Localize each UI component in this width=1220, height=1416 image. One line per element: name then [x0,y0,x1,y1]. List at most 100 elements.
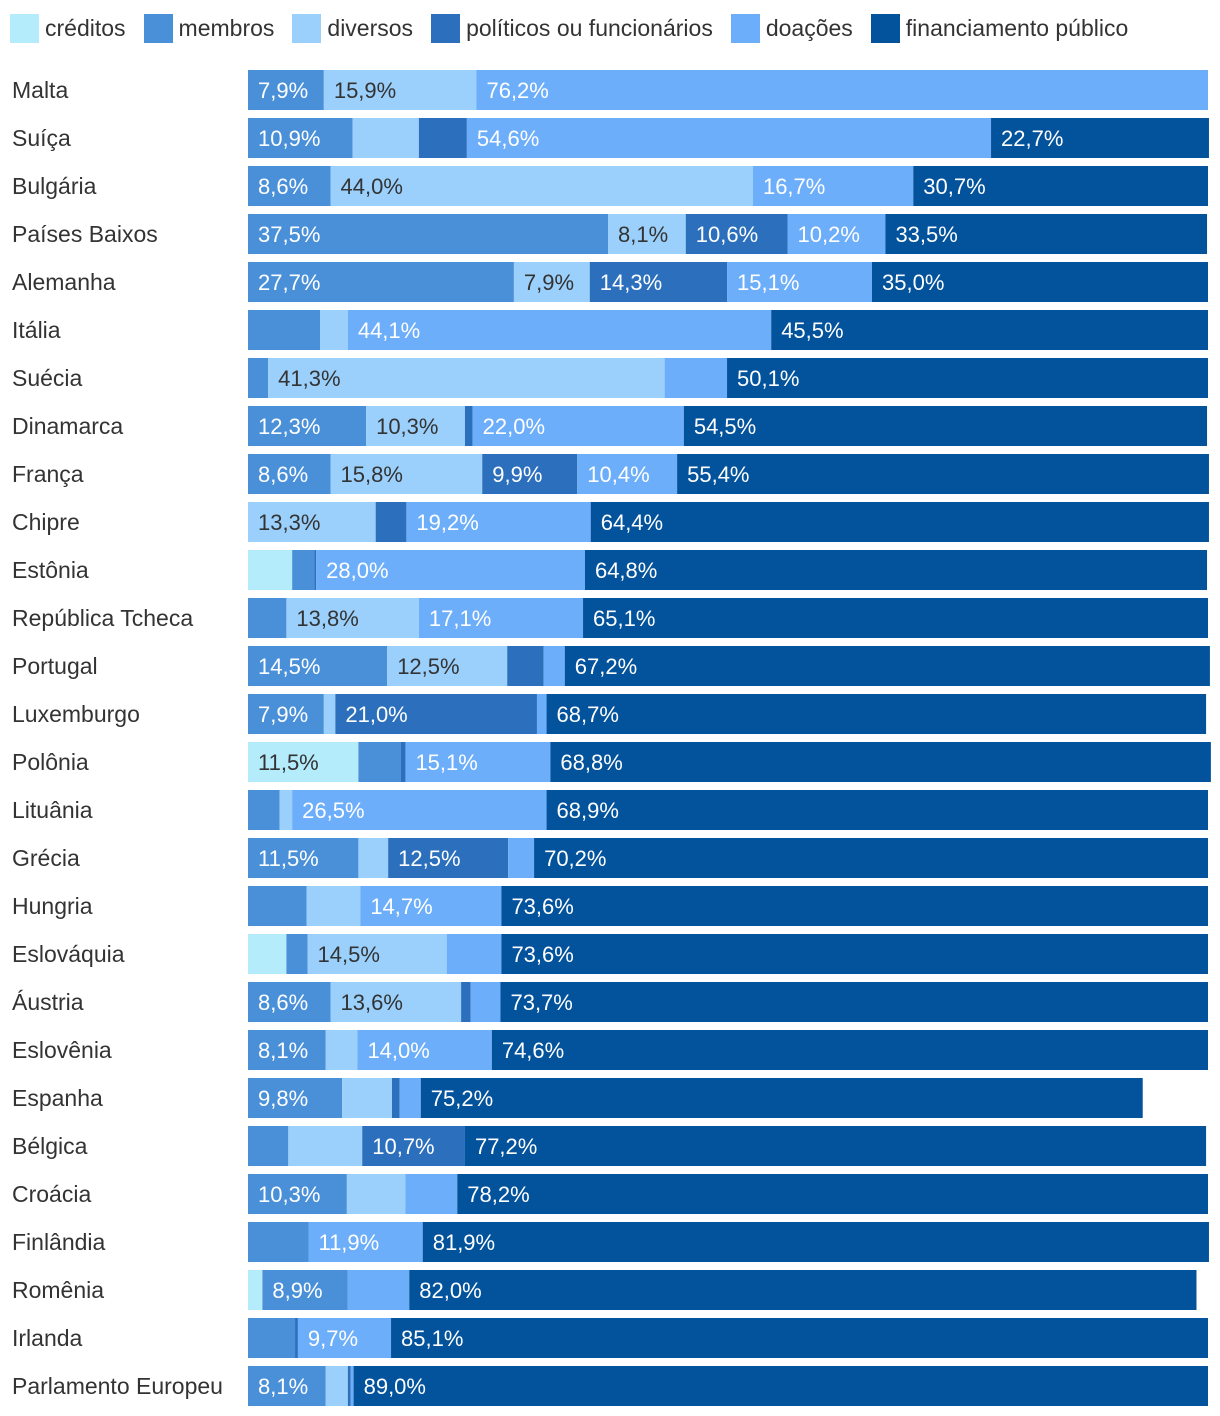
data-label: 15,1% [737,270,799,295]
data-label: 9,7% [308,1326,358,1351]
category-label: Itália [12,317,61,343]
bar-segment [362,1126,465,1166]
data-label: 10,2% [798,222,860,247]
bar-segment [330,982,462,1022]
category-label: Bulgária [12,173,97,199]
bar-segment [564,646,1210,686]
bar-segment [248,1366,326,1406]
bar-segment [308,1222,423,1262]
bar-segment [375,502,407,542]
data-label: 50,1% [737,366,799,391]
category-label: Suíça [12,125,71,151]
bar-segment [422,1222,1209,1262]
bar-segment [248,742,359,782]
bar-segment [248,694,324,734]
category-label: Grécia [12,845,80,871]
bar-segment [352,118,419,158]
data-label: 82,0% [419,1278,481,1303]
data-label: 10,6% [696,222,758,247]
bar-segment [392,1078,400,1118]
bar-segment [608,214,686,254]
bar-segment [391,1318,1208,1358]
legend-label: membros [178,14,275,41]
category-label: Lituânia [12,797,93,823]
bar-segment [350,1366,354,1406]
category-label: Irlanda [12,1325,83,1351]
bar-segment [913,166,1208,206]
bar-segment [388,838,509,878]
data-label: 74,6% [502,1038,564,1063]
bar-segment [307,934,447,974]
bar-segment [314,550,317,590]
bar-segment [470,982,501,1022]
data-label: 15,8% [341,462,403,487]
data-label: 8,1% [258,1038,308,1063]
data-label: 10,7% [372,1134,434,1159]
bar-segment [288,1126,363,1166]
bar-segment [306,886,361,926]
bar-segment [360,886,502,926]
data-label: 77,2% [475,1134,537,1159]
bar-segment [248,982,331,1022]
bar-segment [406,502,591,542]
data-label: 65,1% [593,606,655,631]
bar-segment [536,694,547,734]
bar-segment [507,646,544,686]
bar-segment [500,982,1209,1022]
category-label: Países Baixos [12,221,158,247]
data-label: 28,0% [326,558,388,583]
category-label: Dinamarca [12,413,123,439]
data-label: 89,0% [364,1374,426,1399]
data-label: 14,7% [370,894,432,919]
bar-segment [248,934,287,974]
data-label: 70,2% [544,846,606,871]
bar-segment [466,118,992,158]
category-label: Finlândia [12,1229,106,1255]
bar-segment [248,358,269,398]
bar-segment [464,1126,1207,1166]
category-label: Chipre [12,509,80,535]
bar-segment [491,1030,1209,1070]
category-label: Eslováquia [12,941,125,967]
bar-segment [335,694,537,734]
data-label: 81,9% [433,1230,495,1255]
legend-item: diversos [292,13,413,43]
bar-segment [534,838,1208,878]
bar-segment [683,406,1208,446]
data-label: 12,3% [258,414,320,439]
legend-swatch [143,13,173,43]
bar-segment [346,1174,406,1214]
category-label: Croácia [12,1181,91,1207]
bar-segment [248,166,331,206]
bar-segment [248,406,367,446]
data-label: 8,6% [258,462,308,487]
data-label: 55,4% [687,462,749,487]
data-label: 78,2% [467,1182,529,1207]
bar-segment [248,118,353,158]
legend-label: financiamento público [905,14,1129,41]
bar-segment [248,598,287,638]
data-label: 11,5% [258,846,319,871]
category-label: Espanha [12,1085,103,1111]
data-label: 14,5% [318,942,380,967]
bar-segment [589,262,728,302]
category-label: França [12,461,84,487]
category-label: Alemanha [12,269,116,295]
bar-segment [366,406,465,446]
data-label: 10,4% [587,462,649,487]
category-label: Malta [12,77,68,103]
bar-segment [248,310,320,350]
data-label: 13,3% [258,510,320,535]
category-label: Parlamento Europeu [12,1373,223,1399]
data-label: 7,9% [258,78,308,103]
data-label: 41,3% [278,366,340,391]
data-label: 9,8% [258,1086,308,1111]
bar-segment [420,1078,1143,1118]
data-label: 19,2% [416,510,478,535]
data-label: 85,1% [401,1326,463,1351]
data-label: 68,9% [557,798,619,823]
data-label: 14,5% [258,654,320,679]
bar-segment [248,1174,347,1214]
bar-segment [248,1318,296,1358]
bar-segment [248,214,608,254]
